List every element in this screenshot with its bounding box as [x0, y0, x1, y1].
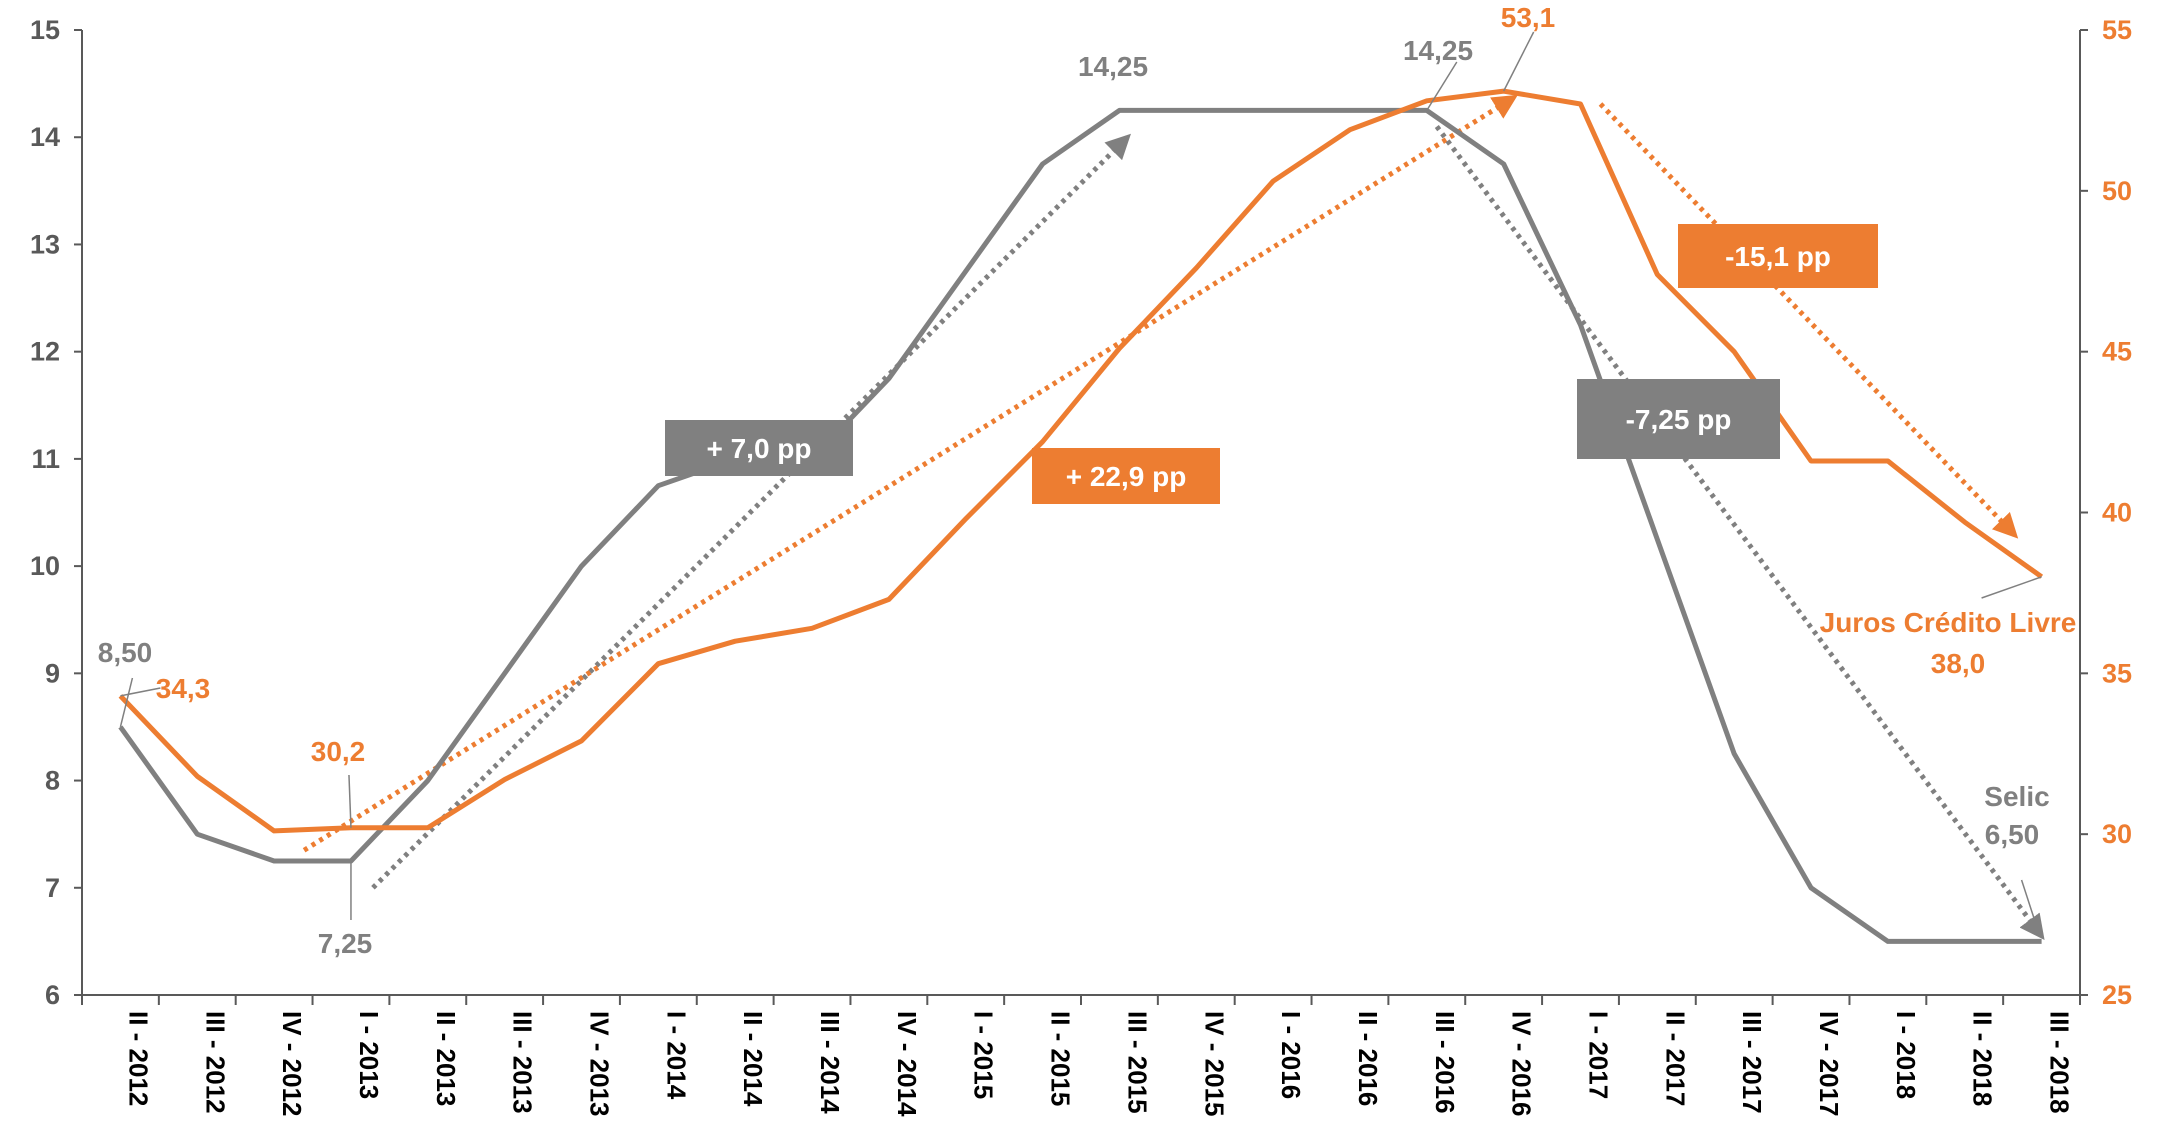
y-right-tick-label: 30	[2102, 819, 2132, 849]
y-right-tick-label: 35	[2102, 658, 2132, 688]
y-right-tick-label: 40	[2102, 498, 2132, 528]
x-tick-label: III - 2016	[1430, 1011, 1460, 1114]
x-tick-label: III - 2012	[200, 1011, 230, 1114]
selic-start-leader	[119, 677, 134, 728]
y-right-tick-label: 55	[2102, 15, 2132, 45]
x-tick-label: IV - 2015	[1199, 1011, 1229, 1117]
credit-start-leader	[120, 687, 161, 697]
credit-rise-annotation-text: + 22,9 pp	[1066, 461, 1187, 492]
x-tick-label: II - 2017	[1660, 1011, 1690, 1106]
y-left-tick-label: 7	[45, 873, 60, 903]
x-tick-label: III - 2017	[1737, 1011, 1767, 1114]
x-tick-label: II - 2015	[1046, 1011, 1076, 1106]
y-left-tick-label: 9	[45, 658, 60, 688]
credit-fall-trend-arrow	[1598, 102, 2019, 539]
y-left-tick-label: 15	[30, 15, 60, 45]
selic-peak-label-2: 14,25	[1403, 35, 1473, 66]
y-left-tick-label: 12	[30, 337, 60, 367]
x-tick-label: III - 2013	[508, 1011, 538, 1114]
credit-end-name-label: Juros Crédito Livre	[1820, 607, 2077, 638]
x-tick-label: I - 2016	[1276, 1011, 1306, 1099]
annotation-boxes: + 7,0 pp + 22,9 pp -15,1 pp -7,25 pp	[665, 224, 1878, 504]
credit-peak-label: 53,1	[1501, 2, 1556, 33]
selic-peak-label-1: 14,25	[1078, 51, 1148, 82]
axes: 6 7 8 9 10 11 12 13 14 15 25 30 35 40 45 50 55 II - 2012 I…	[30, 15, 2132, 1117]
y-right-tick-label: 50	[2102, 176, 2132, 206]
x-tick-label: II - 2018	[1968, 1011, 1998, 1106]
selic-low-label: 7,25	[318, 928, 373, 959]
x-tick-label: IV - 2013	[585, 1011, 615, 1117]
credit-low-label: 30,2	[311, 736, 366, 767]
x-tick-label: IV - 2016	[1507, 1011, 1537, 1117]
credit-fall-annotation-text: -15,1 pp	[1725, 241, 1831, 272]
leader-lines	[119, 31, 2042, 936]
y-left-tick-label: 13	[30, 229, 60, 259]
credit-start-label: 34,3	[156, 673, 211, 704]
x-tick-label: II - 2014	[738, 1011, 768, 1107]
credit-end-value-label: 38,0	[1931, 648, 1986, 679]
x-tick-label: IV - 2014	[892, 1011, 922, 1117]
y-right-tick-label: 25	[2102, 980, 2132, 1010]
x-tick-label: IV - 2017	[1814, 1011, 1844, 1117]
x-tick-label: I - 2017	[1584, 1011, 1614, 1099]
selic-end-leader	[2020, 879, 2041, 936]
selic-rise-annotation-text: + 7,0 pp	[706, 433, 811, 464]
credit-peak-leader	[1502, 31, 1535, 92]
x-tick-label: II - 2012	[123, 1011, 153, 1106]
x-tick-label: III - 2018	[2045, 1011, 2075, 1114]
selic-peak2-leader	[1426, 61, 1458, 111]
selic-rise-trend-arrow	[371, 133, 1131, 890]
credit-end-leader	[1981, 576, 2042, 599]
credit-line	[118, 88, 2044, 834]
credit-rise-annotation-box	[1032, 448, 1220, 504]
credit-low-leader	[348, 774, 352, 828]
y-left-tick-label: 11	[31, 444, 60, 474]
x-tick-label: III - 2014	[815, 1011, 845, 1114]
x-tick-label: I - 2018	[1891, 1011, 1921, 1099]
selic-end-name-label: Selic	[1984, 781, 2049, 812]
y-left-tick-label: 14	[30, 122, 60, 152]
y-right-tick-label: 45	[2102, 337, 2132, 367]
series-lines	[118, 88, 2044, 944]
x-tick-label: IV - 2012	[277, 1011, 307, 1117]
y-left-tick-label: 10	[30, 551, 60, 581]
x-tick-label: II - 2016	[1353, 1011, 1383, 1106]
selic-start-label: 8,50	[98, 637, 153, 668]
selic-fall-annotation-box	[1577, 379, 1780, 459]
credit-rise-trend-arrow	[302, 94, 1518, 853]
x-tick-label: I - 2013	[354, 1011, 384, 1099]
selic-fall-annotation-text: -7,25 pp	[1626, 404, 1732, 435]
x-tick-label: I - 2014	[661, 1011, 691, 1100]
y-left-tick-label: 6	[45, 980, 60, 1010]
credit-fall-annotation-box	[1678, 224, 1878, 288]
x-tick-label: II - 2013	[431, 1011, 461, 1106]
trend-arrows	[302, 94, 2045, 941]
selic-rise-annotation-box	[665, 420, 853, 476]
x-tick-label: I - 2015	[969, 1011, 999, 1099]
selic-end-value-label: 6,50	[1985, 819, 2040, 850]
x-tick-label: III - 2015	[1122, 1011, 1152, 1114]
selic-line	[118, 107, 2042, 944]
y-left-tick-label: 8	[45, 766, 60, 796]
selic-fall-trend-arrow	[1434, 125, 2045, 941]
